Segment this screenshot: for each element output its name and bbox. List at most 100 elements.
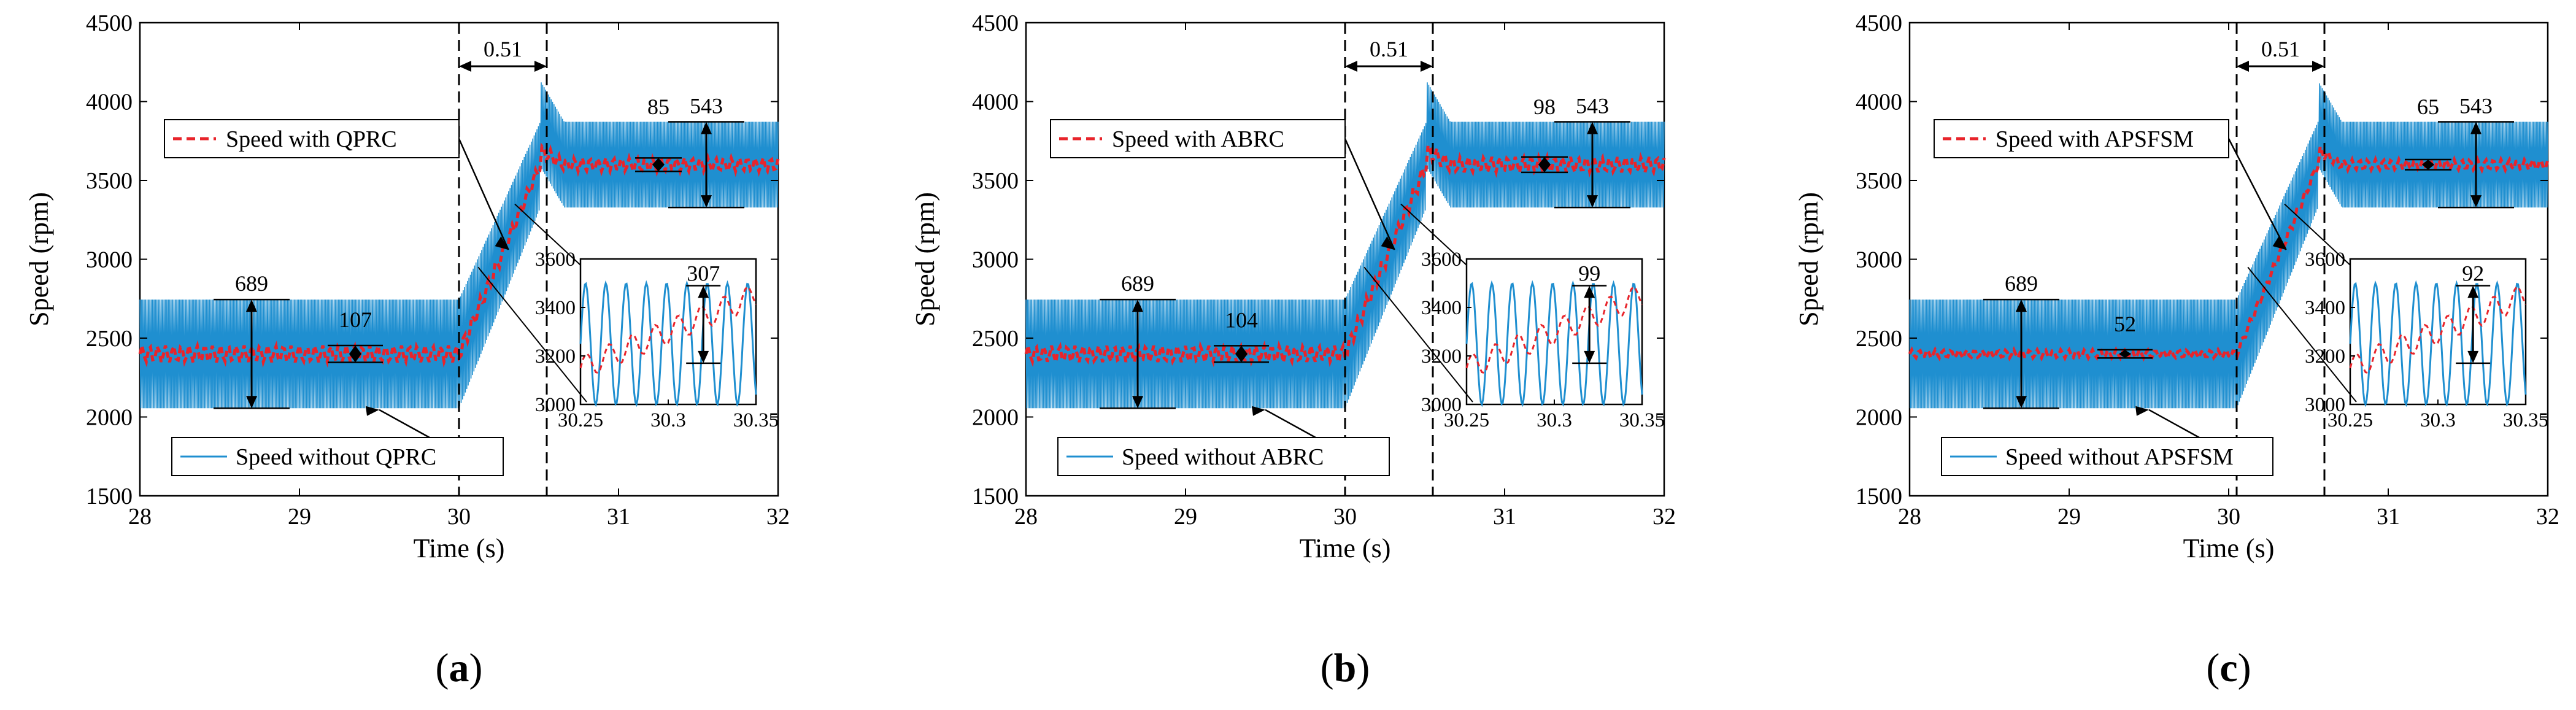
x-tick-label: 30 [447, 504, 471, 530]
legend-with-label: Speed with QPRC [226, 126, 397, 152]
ripple-high-with-label: 85 [647, 95, 669, 119]
inset-x-tick-label: 30.35 [2503, 409, 2548, 431]
series-with-line [1908, 146, 2550, 362]
y-tick-label: 2500 [86, 326, 133, 352]
ripple-high-without-arrow-head-top [2470, 122, 2482, 134]
inset-y-tick-label: 3200 [2305, 345, 2345, 368]
inset-ripple-arrow-head-bottom [698, 350, 709, 363]
ripple-low-without-arrow-head-bottom [1132, 396, 1143, 409]
inset-area [2349, 258, 2527, 406]
ripple-high-with-marker [652, 158, 665, 172]
inset-x-tick-label: 30.3 [650, 409, 686, 431]
y-axis-label: Speed (rpm) [910, 192, 940, 326]
legend-with-pointer [1344, 138, 1395, 250]
legend-without-label: Speed without QPRC [236, 444, 436, 470]
inset-y-tick-label: 3000 [1421, 394, 1462, 416]
y-tick-label: 2000 [972, 405, 1019, 431]
caption-close-paren: ) [469, 646, 483, 690]
ripple-low-without-arrow-head-top [2016, 299, 2027, 312]
x-tick-label: 29 [2057, 504, 2081, 530]
inset-with-line [1465, 285, 1643, 374]
inset-y-tick-label: 3400 [2305, 297, 2345, 319]
legend-without-pointer-head [1252, 406, 1265, 416]
inset-y-tick-label: 3600 [2305, 249, 2345, 271]
inset-x-tick-label: 30.35 [1619, 409, 1665, 431]
legend-with-pointer-head [495, 236, 509, 250]
y-tick-label: 3500 [86, 168, 133, 194]
y-tick-label: 3000 [86, 247, 133, 273]
legend-with-label: Speed with ABRC [1112, 126, 1284, 152]
y-tick-label: 3000 [1856, 247, 1902, 273]
inset-connector-line [2247, 266, 2357, 403]
x-tick-label: 28 [128, 504, 152, 530]
transition-arrow-head-left [459, 61, 471, 72]
caption-close-paren: ) [2238, 646, 2251, 690]
transition-time-label: 0.51 [484, 37, 522, 61]
inset-x-tick-label: 30.25 [2327, 409, 2373, 431]
y-tick-label: 3000 [972, 247, 1019, 273]
inset-y-tick-label: 3400 [1421, 297, 1462, 319]
x-tick-label: 30 [2217, 504, 2240, 530]
y-tick-label: 4500 [1856, 10, 1902, 36]
inset-x-tick-label: 30.25 [1444, 409, 1489, 431]
series-with-line [1024, 141, 1666, 368]
inset-connector-line [477, 266, 587, 403]
legend-without-label: Speed without ABRC [1122, 444, 1324, 470]
y-tick-label: 4500 [86, 10, 133, 36]
y-tick-label: 2000 [1856, 405, 1902, 431]
y-tick-label: 3500 [1856, 168, 1902, 194]
inset-x-tick-label: 30.3 [2420, 409, 2456, 431]
ripple-low-without-arrow-head-bottom [2016, 396, 2027, 409]
caption-open-paren: ( [436, 646, 449, 690]
panel-caption: (c) [2206, 646, 2251, 690]
x-tick-label: 31 [1493, 504, 1516, 530]
inset-area [579, 258, 757, 406]
y-tick-label: 1500 [86, 484, 133, 509]
y-tick-label: 2000 [86, 405, 133, 431]
legend-with-pointer [458, 138, 509, 250]
legend-without-pointer [2148, 409, 2200, 439]
inset-y-tick-label: 3200 [535, 345, 576, 368]
legend-with-label: Speed with APSFSM [1996, 126, 2194, 152]
ripple-low-without-label: 689 [235, 271, 268, 296]
inset-ripple-label: 92 [2462, 261, 2484, 285]
inset-with-line [579, 285, 757, 374]
x-tick-label: 31 [2377, 504, 2400, 530]
ripple-high-without-label: 543 [2459, 94, 2493, 118]
ripple-high-without-arrow-head-bottom [1587, 195, 1598, 208]
x-axis-label: Time (s) [414, 533, 505, 563]
y-tick-label: 2500 [1856, 326, 1902, 352]
inset-without-line [1465, 280, 1643, 407]
inset-with-line [2349, 285, 2527, 374]
ripple-low-with-marker [349, 345, 361, 363]
x-tick-label: 29 [1174, 504, 1197, 530]
ripple-low-without-arrow-head-top [246, 299, 257, 312]
inset-connector-line [514, 203, 581, 266]
transition-time-label: 0.51 [2261, 37, 2300, 61]
ripple-high-with-label: 65 [2417, 95, 2439, 119]
inset-y-tick-label: 3600 [1421, 249, 1462, 271]
inset-connector-line [2284, 203, 2351, 266]
ripple-high-without-arrow-head-top [1587, 122, 1598, 134]
y-tick-label: 3500 [972, 168, 1019, 194]
ripple-high-without-arrow-head-bottom [2470, 195, 2482, 208]
inset-ripple-arrow-head-bottom [1584, 350, 1595, 363]
caption-letter: c [2219, 646, 2237, 690]
legend-without-pointer [379, 409, 430, 439]
inset-ripple-arrow-head-bottom [2467, 350, 2479, 363]
y-axis-label: Speed (rpm) [24, 192, 54, 326]
transition-arrow-head-left [2237, 61, 2249, 72]
transition-arrow-head-left [1345, 61, 1357, 72]
inset-area [1465, 258, 1643, 406]
x-tick-label: 28 [1898, 504, 1921, 530]
panel-caption: (b) [1321, 646, 1370, 690]
y-axis-label: Speed (rpm) [1794, 192, 1824, 326]
legend-with-pointer-head [2272, 236, 2286, 250]
x-tick-label: 31 [607, 504, 630, 530]
y-tick-label: 2500 [972, 326, 1019, 352]
x-tick-label: 32 [766, 504, 790, 530]
y-tick-label: 1500 [972, 484, 1019, 509]
ripple-low-with-label: 107 [339, 307, 372, 332]
x-tick-label: 32 [2536, 504, 2559, 530]
